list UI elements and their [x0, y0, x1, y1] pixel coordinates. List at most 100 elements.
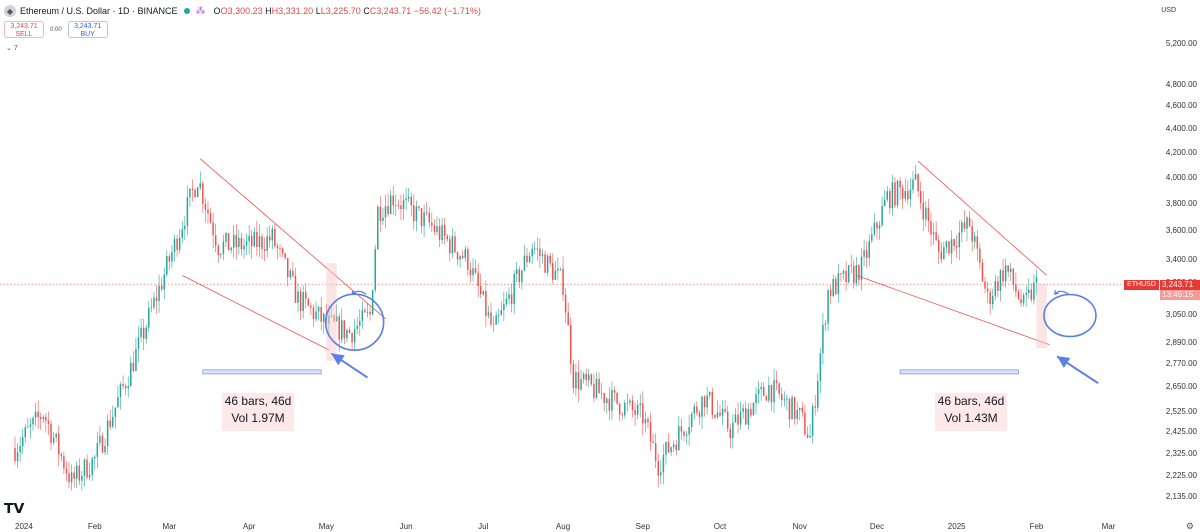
candle-body: [868, 240, 870, 258]
candle-body: [855, 265, 858, 284]
candle-body: [286, 258, 289, 278]
candle-body: [919, 191, 922, 203]
symbol-title[interactable]: Ethereum / U.S. Dollar · 1D · BINANCE: [20, 6, 178, 16]
candle-body: [940, 251, 943, 260]
candle-body: [765, 395, 768, 401]
candle-body: [24, 427, 27, 438]
candle-body: [178, 237, 181, 250]
time-tick-label: Aug: [555, 522, 571, 531]
candle-body: [822, 324, 824, 354]
candle-body: [94, 456, 96, 459]
price-tick-label: 4,000.00: [1165, 172, 1197, 182]
candle-body: [104, 445, 106, 453]
candle-body: [585, 373, 587, 381]
candle-body: [387, 206, 389, 215]
candle-body: [665, 441, 667, 455]
candle-body: [109, 420, 111, 427]
candle-body: [549, 255, 551, 264]
ohlc-values: OO3,300.23 HH3,331.20 LL3,225.70 CC3,243…: [213, 6, 481, 16]
candle-body: [693, 406, 696, 414]
candle-body: [634, 409, 636, 415]
candle-body: [348, 329, 351, 333]
candle-body: [315, 311, 317, 319]
buy-button[interactable]: 3,243.71 BUY: [67, 21, 108, 38]
candle-body: [1010, 268, 1012, 272]
candle-body: [752, 403, 755, 416]
candle-body: [130, 362, 132, 387]
candle-body: [719, 412, 721, 416]
candle-body: [312, 307, 315, 319]
trendline-lower-left[interactable]: [182, 275, 330, 351]
candle-body: [588, 374, 590, 381]
candle-body: [377, 206, 379, 250]
settings-icon[interactable]: ⚙: [1185, 521, 1194, 531]
candle-body: [526, 255, 528, 263]
candle-body: [274, 228, 276, 247]
candle-body: [351, 332, 353, 343]
candle-body: [973, 236, 976, 242]
candle-body: [531, 248, 533, 256]
candle-body: [454, 236, 456, 253]
time-tick-label: Jun: [399, 522, 413, 531]
candle-body: [243, 245, 245, 250]
price-tick-label: 2,770.00: [1165, 359, 1197, 369]
circle-annotation-right[interactable]: [1043, 293, 1097, 338]
indicators-icon[interactable]: ⁂: [195, 5, 206, 17]
tradingview-logo[interactable]: 𝗧𝗩: [4, 500, 25, 516]
price-tick-label: 2,135.00: [1165, 492, 1197, 501]
sell-price: 3,243.71: [10, 23, 38, 30]
candle-body: [729, 428, 732, 439]
measure-label-right[interactable]: 46 bars, 46d Vol 1.43M: [935, 393, 1007, 431]
range-highlight-left[interactable]: [326, 263, 337, 361]
arrow-annotation-right-head: [1057, 356, 1071, 368]
sell-label: SELL: [15, 31, 33, 38]
candle-body: [495, 315, 497, 325]
candle-body: [405, 198, 407, 201]
measure-bar-left[interactable]: [202, 369, 322, 375]
candle-body: [881, 206, 883, 226]
measure-label-left[interactable]: 46 bars, 46d Vol 1.97M: [222, 393, 294, 431]
measure-bar-right[interactable]: [899, 369, 1019, 375]
candle-body: [546, 255, 549, 273]
curl-arrow-left[interactable]: [351, 290, 367, 295]
indicator-toggle[interactable]: ⌄ 7: [6, 45, 18, 52]
measure-left-volume: Vol 1.97M: [231, 411, 285, 425]
candle-body: [608, 398, 611, 411]
candle-body: [310, 305, 312, 308]
candle-body: [256, 231, 258, 248]
candle-body: [284, 253, 286, 259]
candle-body: [76, 465, 78, 479]
currency-selector[interactable]: USD: [1161, 7, 1176, 14]
candle-body: [544, 254, 546, 273]
candle-body: [374, 249, 376, 291]
candle-body: [997, 281, 999, 291]
price-tick-label: 3,800.00: [1165, 198, 1197, 208]
candle-body: [726, 411, 729, 429]
candle-body: [451, 236, 454, 254]
time-tick-label: Apr: [242, 522, 256, 531]
candle-body: [1022, 295, 1025, 304]
candle-body: [148, 308, 150, 328]
buy-label: BUY: [80, 31, 95, 38]
candle-body: [163, 274, 165, 290]
candle-body: [209, 213, 212, 223]
sell-button[interactable]: 3,243.71 SELL: [4, 21, 44, 38]
candle-body: [593, 384, 595, 398]
candle-body: [132, 362, 135, 372]
candle-body: [423, 212, 425, 227]
trendline-upper-right[interactable]: [917, 160, 1048, 276]
range-highlight-right[interactable]: [1036, 283, 1047, 349]
trendline-lower-right[interactable]: [856, 275, 1050, 346]
candle-body: [968, 217, 971, 227]
candle-body: [78, 465, 81, 481]
candle-body: [42, 416, 45, 420]
candle-body: [65, 468, 68, 474]
candle-body: [263, 248, 266, 251]
curl-arrow-right[interactable]: [1054, 290, 1069, 295]
candle-body: [958, 232, 961, 248]
candle-body: [83, 459, 86, 477]
candle-body: [909, 189, 912, 200]
candle-body: [860, 256, 863, 281]
candle-body: [168, 256, 171, 262]
